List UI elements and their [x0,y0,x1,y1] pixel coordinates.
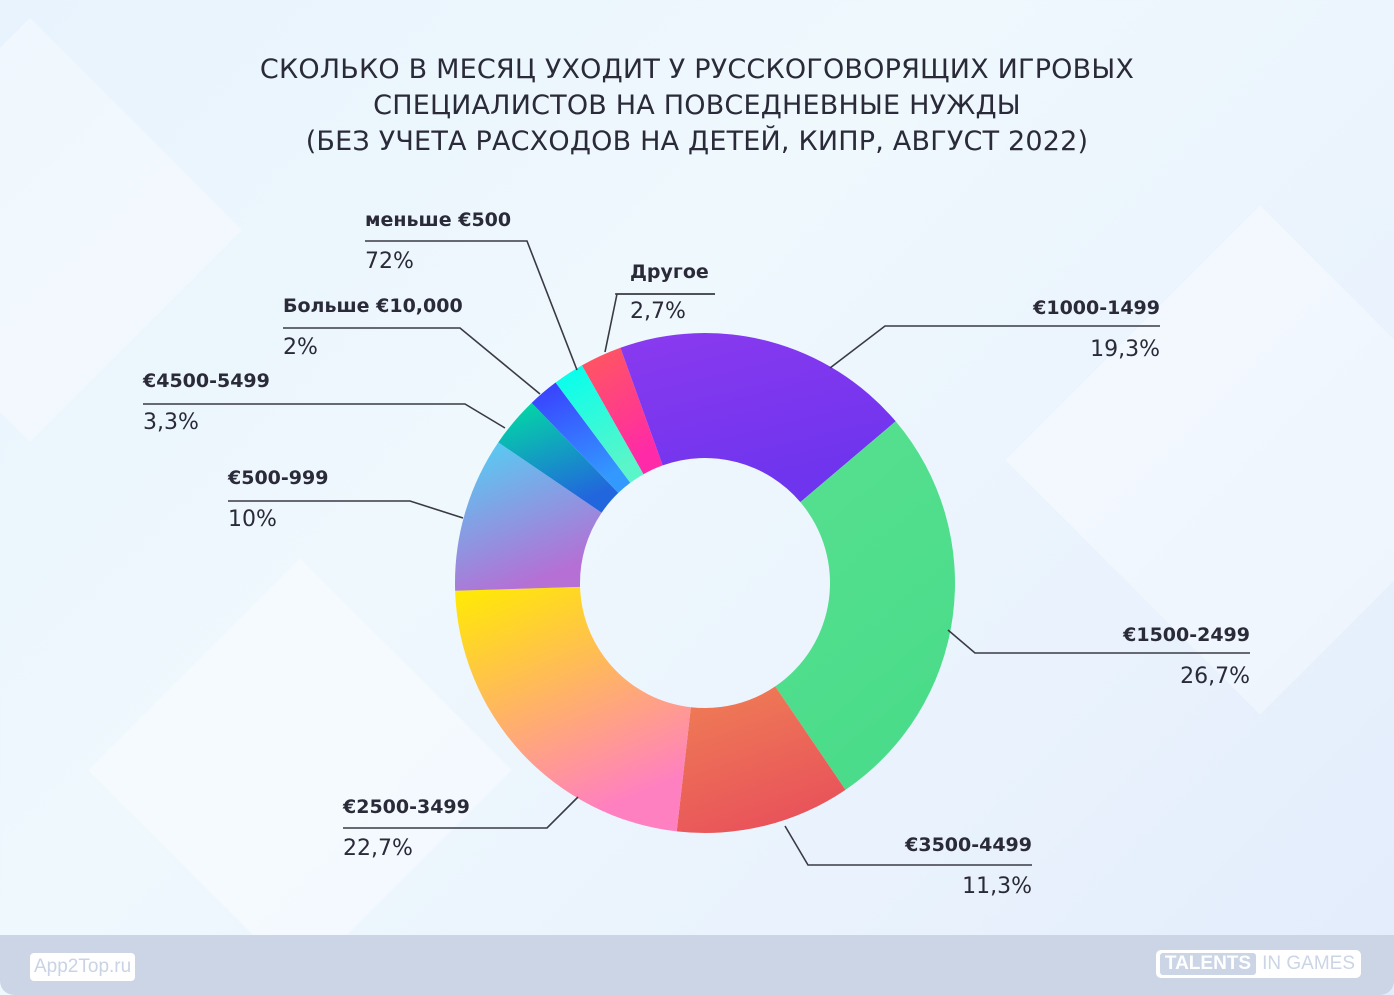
label-percent: 26,7% [1180,664,1250,689]
label-category: €2500-3499 [343,796,470,818]
logo-part: IN GAMES [1262,953,1355,974]
label-percent: 2,7% [630,299,686,324]
leader-line [283,327,541,395]
donut-slice [676,686,846,833]
leader-line [228,500,464,519]
donut-slice [455,442,602,591]
title-line: СПЕЦИАЛИСТОВ НА ПОВСЕДНЕВНЫЕ НУЖДЫ [373,90,1021,121]
label-under-500: меньше €500 72% [365,209,511,275]
title-line: (БЕЗ УЧЕТА РАСХОДОВ НА ДЕТЕЙ, КИПР, АВГУ… [305,126,1089,157]
logo-part: TALENTS [1159,953,1257,975]
label-category: €500-999 [228,467,329,489]
label-category: Другое [630,261,709,283]
donut-slice [555,365,644,483]
label-500-999: €500-999 10% [228,467,328,533]
label-category: €1000-1499 [1033,297,1160,319]
leader-line [829,325,1160,369]
leader-line [604,293,715,353]
label-category: €4500-5499 [143,370,270,392]
label-category: €1500-2499 [1123,624,1250,646]
label-percent: 2% [283,335,318,360]
label-percent: 72% [365,249,414,274]
label-category: €3500-4499 [905,834,1032,856]
leader-line [365,240,578,371]
label-other: Другое 2,7% [630,261,709,325]
label-percent: 10% [228,507,277,532]
chart-title: СКОЛЬКО В МЕСЯЦ УХОДИТ У РУССКОГОВОРЯЩИХ… [0,52,1394,160]
label-category: Больше €10,000 [283,295,463,317]
label-percent: 19,3% [1090,337,1160,362]
donut-slice [581,347,663,475]
leader-line [784,825,1032,866]
label-percent: 11,3% [962,874,1032,899]
donut-slice [620,333,896,503]
label-1000-1499: €1000-1499 19,3% [1033,297,1160,363]
label-4500-5499: €4500-5499 3,3% [143,370,270,436]
label-2500-3499: €2500-3499 22,7% [343,796,470,862]
leader-line [947,629,1250,654]
label-1500-2499: €1500-2499 26,7% [1123,624,1250,690]
footer: App2Top.ru TALENTS IN GAMES [0,935,1394,995]
donut-slice [455,586,691,832]
label-3500-4499: €3500-4499 11,3% [905,834,1032,900]
donut-slice [531,382,631,493]
donut-slice [775,421,956,790]
donut-slice [498,402,619,513]
label-percent: 3,3% [143,410,199,435]
title-line: СКОЛЬКО В МЕСЯЦ УХОДИТ У РУССКОГОВОРЯЩИХ… [259,54,1135,85]
label-category: меньше €500 [365,209,512,231]
talents-in-games-logo: TALENTS IN GAMES [1155,950,1361,978]
leader-line [143,403,506,429]
label-percent: 22,7% [343,836,413,861]
app2top-logo: App2Top.ru [30,953,136,981]
label-over-10000: Больше €10,000 2% [283,295,463,361]
leader-line [343,796,579,829]
